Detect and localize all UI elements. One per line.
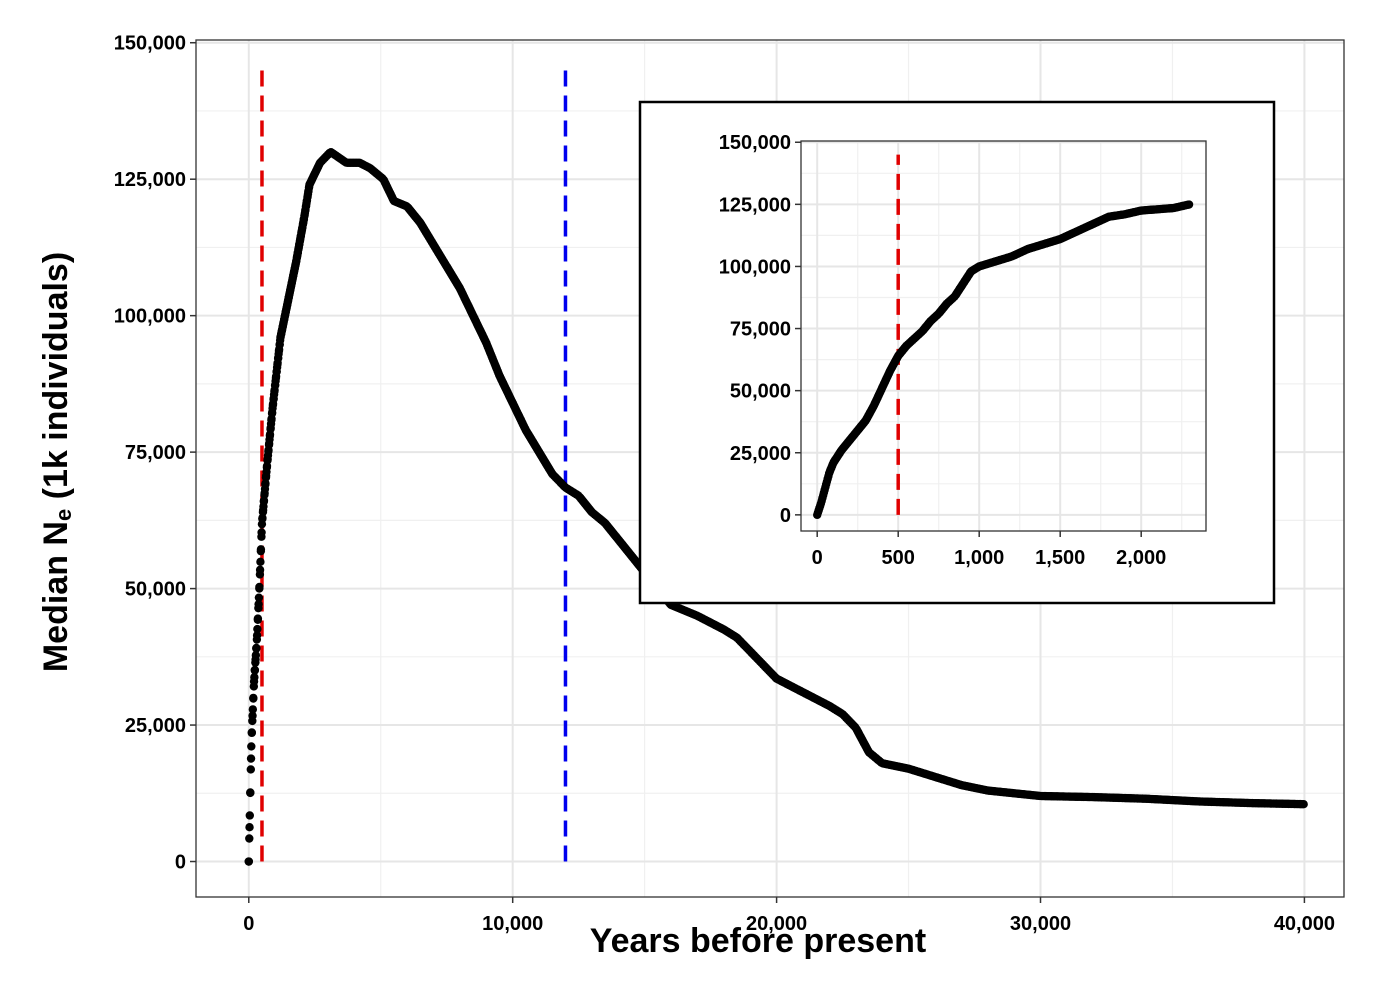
y-axis-title-tail: (1k individuals)	[37, 252, 75, 509]
main-data-point	[252, 635, 262, 644]
main-data-point	[305, 180, 314, 189]
main-points	[244, 147, 1308, 866]
main-data-point	[251, 658, 260, 667]
y-axis-title-subscript: e	[51, 509, 76, 521]
x-axis-title: Years before present	[590, 922, 926, 960]
main-data-point	[248, 705, 258, 714]
main-data-point	[247, 728, 257, 737]
main-y-tick-label: 0	[175, 852, 186, 874]
main-y-tick-label: 50,000	[125, 579, 186, 601]
main-data-point	[250, 673, 259, 682]
main-y-tick-label: 125,000	[114, 169, 186, 191]
main-data-point	[253, 614, 263, 623]
main-y-tick-label: 100,000	[114, 306, 186, 328]
y-axis-title-main: Median N	[37, 521, 75, 672]
main-panel-border	[195, 39, 1345, 898]
main-y-tick-label: 75,000	[125, 442, 186, 464]
main-x-tick-label: 0	[243, 913, 254, 935]
inset-y-tick-label: 150,000	[719, 132, 791, 154]
main-data-point	[254, 593, 264, 602]
inset-panel-border	[800, 140, 1207, 532]
main-data-point	[244, 857, 253, 866]
inset-x-tick-label: 500	[882, 547, 915, 569]
main-x-tick-label: 20,000	[746, 913, 807, 935]
main-data-point	[249, 682, 259, 691]
main-data-point	[248, 716, 257, 726]
main-data-point	[253, 624, 262, 634]
main-y-tick-label: 150,000	[114, 33, 186, 55]
main-data-point	[256, 557, 265, 567]
inset-x-tick-label: 0	[812, 547, 823, 569]
inset-y-tick-label: 125,000	[719, 194, 791, 216]
main-x-tick-label: 40,000	[1274, 913, 1335, 935]
main-data-point	[245, 823, 254, 832]
inset-x-tick-label: 2,000	[1116, 547, 1166, 569]
inset-plot: 0 25,000 50,000 75,000 100,000 125,000 150,000…	[719, 132, 1207, 569]
main-data-point	[257, 519, 267, 529]
inset-y-tick-label: 25,000	[730, 443, 791, 465]
main-x-tick-label: 30,000	[1010, 913, 1071, 935]
main-data-point	[251, 651, 261, 660]
y-axis-title: Median Ne (1k individuals)	[37, 252, 76, 672]
inset-y-tick-label: 50,000	[730, 381, 791, 403]
main-data-point	[246, 754, 256, 763]
main-data-point	[246, 765, 256, 774]
main-x-tick-label: 10,000	[482, 913, 543, 935]
main-data-point	[255, 582, 264, 592]
main-data-point	[249, 693, 258, 703]
main-data-point	[255, 570, 265, 579]
main-data-point	[247, 742, 256, 751]
inset-x-tick-label: 1,500	[1035, 547, 1085, 569]
inset-frame	[638, 100, 1276, 605]
main-y-tick-label: 25,000	[125, 715, 186, 737]
main-data-point	[257, 532, 266, 541]
inset-x-tick-label: 1,000	[954, 547, 1004, 569]
main-data-point	[250, 665, 260, 675]
main-data-point	[254, 603, 263, 613]
main-data-point	[1299, 799, 1308, 809]
inset-points	[813, 200, 1194, 520]
main-data-point	[252, 643, 261, 653]
main-data-point	[246, 788, 255, 797]
inset-y-tick-label: 0	[780, 505, 791, 527]
main-data-point	[245, 811, 254, 820]
inset-y-tick-label: 100,000	[719, 256, 791, 278]
main-data-point	[256, 545, 266, 554]
inset-y-tick-label: 75,000	[730, 319, 791, 341]
main-data-point	[245, 834, 254, 843]
inset-data-point	[1184, 200, 1194, 209]
